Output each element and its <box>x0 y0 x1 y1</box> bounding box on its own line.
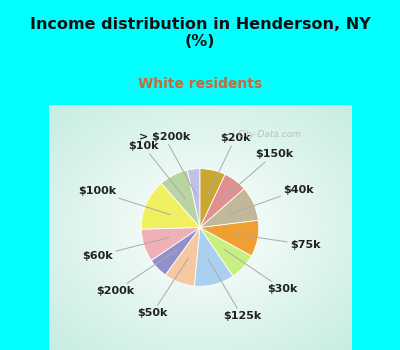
Text: > $200k: > $200k <box>139 132 196 195</box>
Text: $125k: $125k <box>208 259 261 321</box>
Text: City-Data.com: City-Data.com <box>238 130 302 139</box>
Text: Income distribution in Henderson, NY
(%): Income distribution in Henderson, NY (%) <box>30 17 370 49</box>
Wedge shape <box>187 169 200 228</box>
Wedge shape <box>200 228 252 276</box>
Text: $30k: $30k <box>224 249 298 294</box>
Text: $75k: $75k <box>232 233 320 250</box>
Text: $20k: $20k <box>207 133 250 196</box>
Wedge shape <box>161 170 200 228</box>
Wedge shape <box>194 228 233 286</box>
Text: $60k: $60k <box>82 238 169 261</box>
Wedge shape <box>141 183 200 229</box>
Text: $50k: $50k <box>137 258 188 318</box>
Text: $40k: $40k <box>230 185 314 214</box>
Text: $10k: $10k <box>128 141 185 199</box>
Wedge shape <box>200 169 225 228</box>
Text: $100k: $100k <box>78 186 170 215</box>
Wedge shape <box>166 228 200 286</box>
Text: $200k: $200k <box>96 250 177 296</box>
Wedge shape <box>141 228 200 260</box>
Wedge shape <box>151 228 200 275</box>
Wedge shape <box>200 189 258 228</box>
Wedge shape <box>200 174 244 228</box>
Wedge shape <box>200 220 259 256</box>
Text: $150k: $150k <box>220 149 293 202</box>
Text: White residents: White residents <box>138 77 262 91</box>
